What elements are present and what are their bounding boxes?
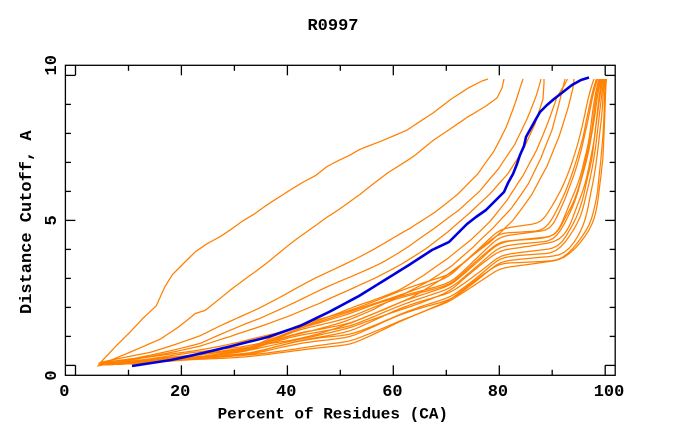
svg-text:5: 5 — [43, 215, 62, 225]
svg-text:Distance Cutoff, A: Distance Cutoff, A — [18, 130, 37, 314]
svg-text:100: 100 — [594, 383, 625, 402]
svg-text:0: 0 — [43, 370, 62, 380]
svg-text:Percent of Residues (CA): Percent of Residues (CA) — [218, 405, 448, 423]
svg-text:20: 20 — [170, 383, 190, 402]
svg-text:80: 80 — [488, 383, 508, 402]
svg-text:40: 40 — [276, 383, 296, 402]
svg-text:60: 60 — [382, 383, 402, 402]
svg-text:R0997: R0997 — [307, 17, 358, 36]
svg-text:10: 10 — [43, 55, 62, 75]
svg-text:0: 0 — [59, 383, 69, 402]
